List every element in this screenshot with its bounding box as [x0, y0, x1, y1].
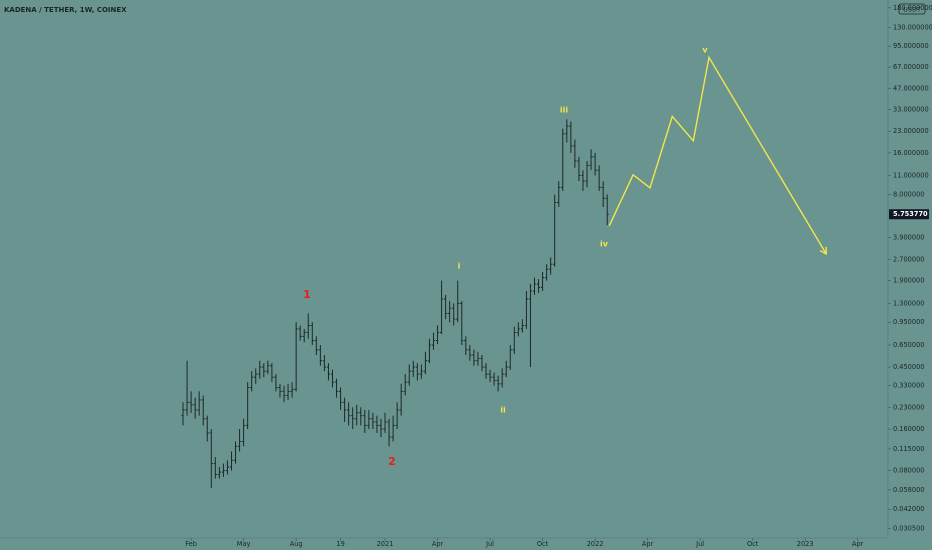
wave-label: iv — [600, 240, 609, 249]
y-tick-label: 1.900000 — [893, 277, 924, 285]
y-tick-label: 16.000000 — [893, 149, 929, 157]
x-tick-label: Apr — [852, 540, 864, 548]
y-tick-label: 0.080000 — [893, 467, 924, 475]
x-tick-label: 19 — [336, 540, 344, 548]
y-tick-label: 0.115000 — [893, 445, 924, 453]
y-tick-label: 0.650000 — [893, 341, 924, 349]
x-tick-label: Oct — [747, 540, 759, 548]
y-tick-label: 1.300000 — [893, 299, 924, 307]
x-tick-label: 2023 — [797, 540, 814, 548]
y-tick-label: 0.950000 — [893, 318, 924, 326]
y-tick-label: 0.042000 — [893, 505, 924, 513]
y-tick-label: 11.000000 — [893, 171, 929, 179]
x-tick-label: Apr — [432, 540, 444, 548]
y-tick-label: 67.000000 — [893, 63, 929, 71]
y-tick-label: 3.900000 — [893, 234, 924, 242]
y-tick-label: 95.000000 — [893, 42, 929, 50]
x-tick-label: Jul — [695, 540, 704, 548]
currency-label: USDT — [903, 6, 921, 14]
y-tick-label: 0.160000 — [893, 425, 924, 433]
x-tick-label: Apr — [642, 540, 654, 548]
x-tick-label: 2021 — [377, 540, 394, 548]
x-tick-label: Jul — [485, 540, 494, 548]
wave-label: i — [458, 262, 461, 271]
x-tick-label: Aug — [290, 540, 303, 548]
currency-box — [898, 3, 926, 15]
chart-title: KADENA / TETHER, 1W, COINEX — [4, 6, 127, 14]
last-price-label: 5.753770 — [893, 210, 928, 218]
y-tick-label: 0.450000 — [893, 363, 924, 371]
wave-label: 2 — [388, 455, 396, 468]
y-tick-label: 47.000000 — [893, 84, 929, 92]
x-tick-label: 2022 — [587, 540, 604, 548]
wave-label: 1 — [303, 288, 311, 301]
projection-line — [608, 55, 827, 255]
x-tick-label: Oct — [537, 540, 549, 548]
y-tick-label: 23.000000 — [893, 127, 929, 135]
x-tick-label: May — [237, 540, 251, 548]
y-tick-label: 130.000000 — [893, 23, 932, 31]
y-tick-label: 0.230000 — [893, 403, 924, 411]
y-tick-label: 0.330000 — [893, 382, 924, 390]
y-tick-label: 2.700000 — [893, 256, 924, 264]
y-tick-label: 0.030500 — [893, 524, 924, 532]
y-tick-label: 33.000000 — [893, 106, 929, 114]
projection-arrowhead — [819, 246, 827, 256]
y-tick-label: 8.000000 — [893, 190, 924, 198]
wave-label: iii — [560, 106, 568, 115]
wave-label: v — [702, 46, 708, 55]
x-tick-label: Feb — [185, 540, 197, 548]
y-tick-label: 0.058000 — [893, 486, 924, 494]
y-tick-label: 180.000000 — [893, 4, 932, 12]
wave-label: ii — [500, 406, 506, 415]
last-price-box — [889, 209, 929, 220]
